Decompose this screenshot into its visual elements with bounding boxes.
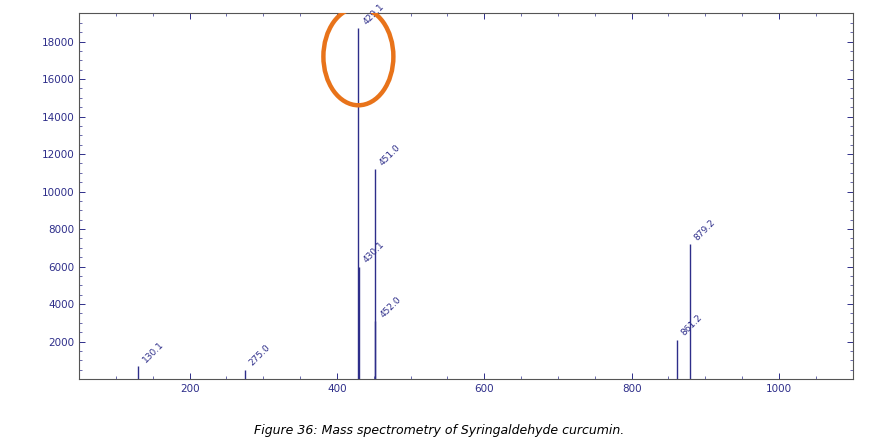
Text: 861.2: 861.2 xyxy=(679,313,703,338)
Text: 451.0: 451.0 xyxy=(377,143,401,167)
Text: m/z: m/z xyxy=(876,388,878,398)
Text: Figure 36: Mass spectrometry of Syringaldehyde curcumin.: Figure 36: Mass spectrometry of Syringal… xyxy=(254,424,624,437)
Text: 879.2: 879.2 xyxy=(692,218,716,242)
Text: 430.1: 430.1 xyxy=(362,240,386,264)
Text: 275.0: 275.0 xyxy=(248,343,272,368)
Text: 130.1: 130.1 xyxy=(140,339,166,364)
Text: 452.0: 452.0 xyxy=(378,295,402,319)
Text: 429.1: 429.1 xyxy=(361,2,385,26)
